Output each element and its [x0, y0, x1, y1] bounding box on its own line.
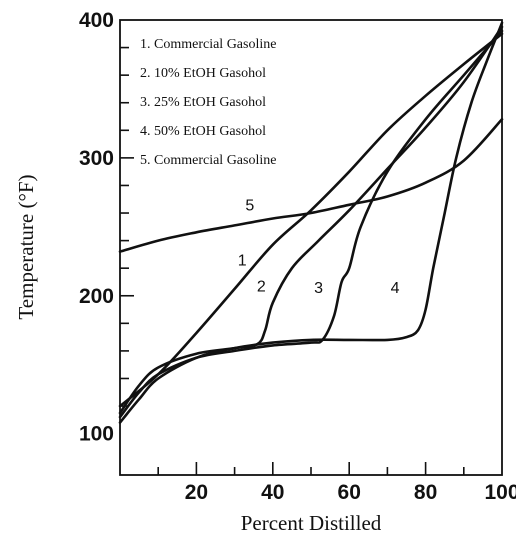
- axis-ticks: 20 40 60 80 100 100 200 300 400: [79, 9, 516, 504]
- legend-item: 3. 25% EtOH Gasohol: [140, 95, 266, 110]
- legend: 1. Commercial Gasoline 2. 10% EtOH Gasoho…: [140, 37, 276, 168]
- curve-label-1: 1: [238, 252, 247, 269]
- x-tick-label: 20: [185, 481, 208, 504]
- y-tick-label: 200: [79, 285, 114, 308]
- y-tick-label: 400: [79, 9, 114, 32]
- y-axis-title: Temperature (°F): [14, 174, 38, 319]
- y-tick-label: 100: [79, 423, 114, 446]
- curve-5: [118, 118, 504, 253]
- x-tick-label: 100: [484, 481, 516, 504]
- legend-item: 5. Commercial Gasoline: [140, 153, 276, 168]
- curves: [118, 21, 504, 424]
- x-tick-label: 60: [338, 481, 361, 504]
- curve-labels: 12 3 4 5: [238, 197, 400, 297]
- curve-1: [118, 32, 504, 408]
- y-tick-label: 300: [79, 147, 114, 170]
- curve-3: [118, 29, 504, 419]
- curve-label-2: 2: [257, 279, 266, 296]
- curve-label-3: 3: [314, 280, 323, 297]
- x-tick-label: 80: [414, 481, 437, 504]
- curve-2: [118, 25, 504, 415]
- legend-item: 4. 50% EtOH Gasohol: [140, 124, 266, 139]
- curve-label-5: 5: [245, 197, 254, 214]
- curve-4: [118, 21, 504, 424]
- x-tick-label: 40: [261, 481, 284, 504]
- legend-item: 1. Commercial Gasoline: [140, 37, 276, 52]
- x-axis-title: Percent Distilled: [241, 511, 382, 535]
- legend-item: 2. 10% EtOH Gasohol: [140, 66, 266, 81]
- curve-label-4: 4: [391, 280, 400, 297]
